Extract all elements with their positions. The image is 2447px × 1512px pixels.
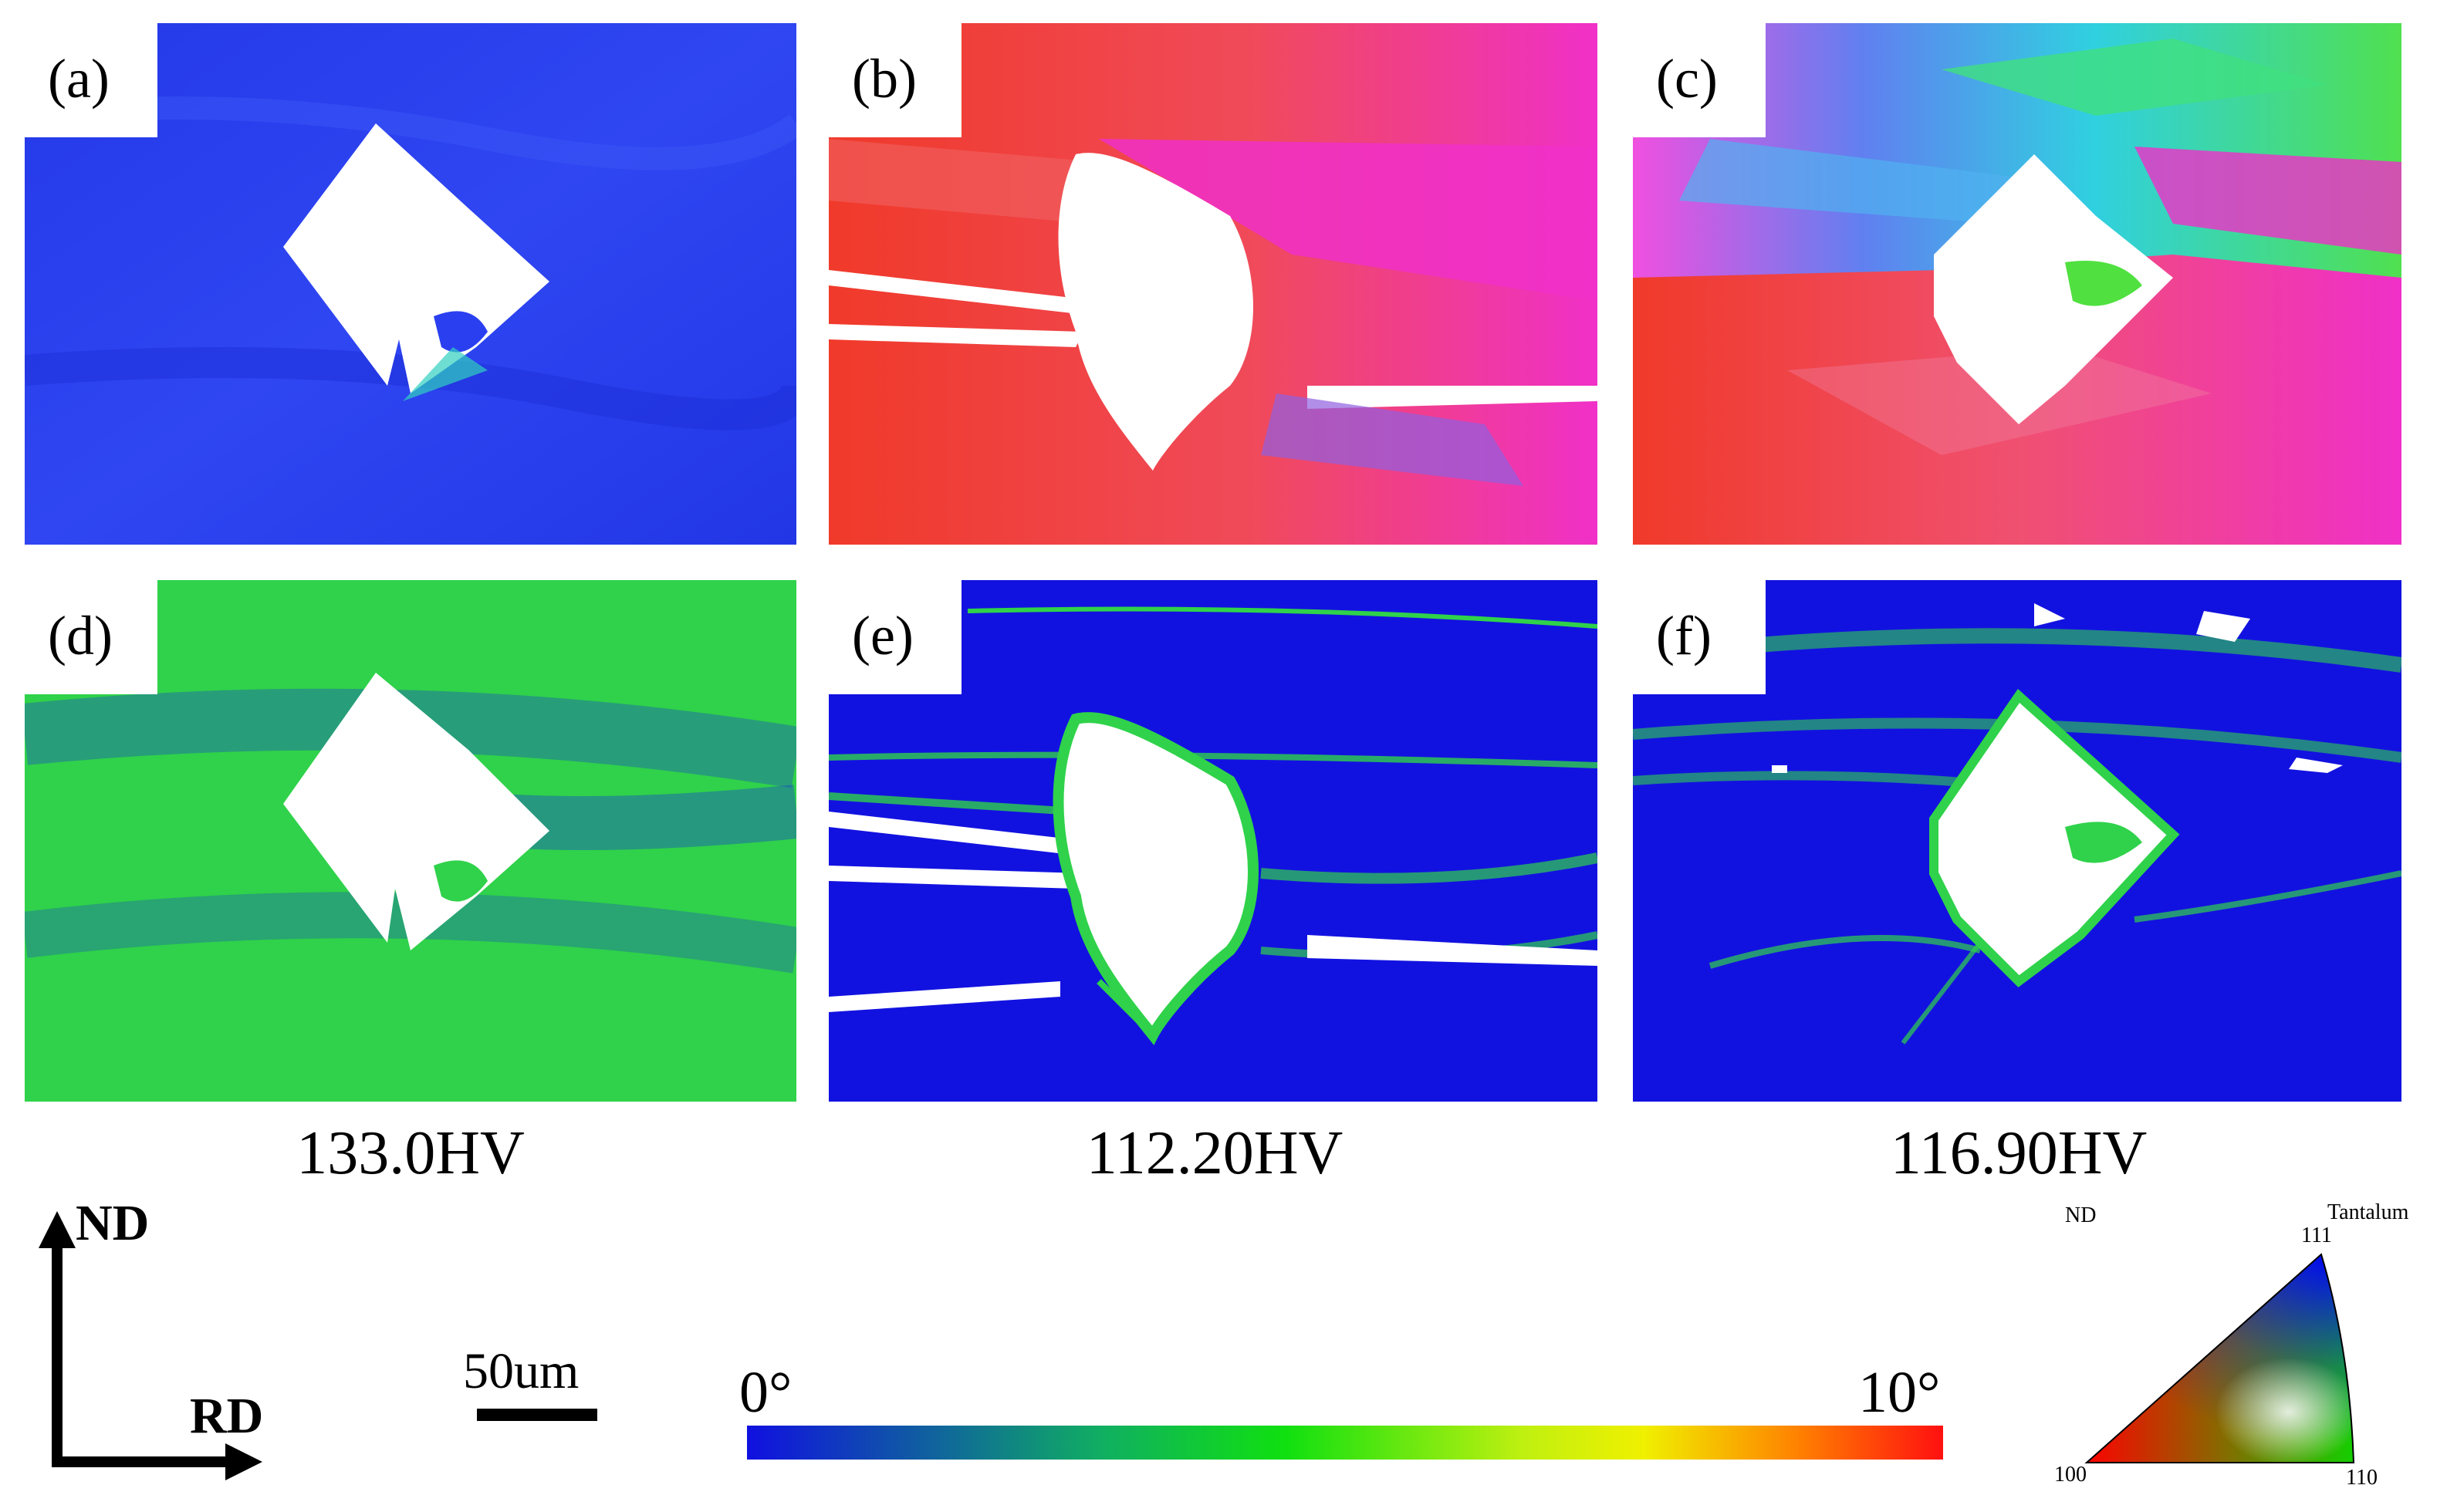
panel-e-kam-map: (e) [829,580,1597,1102]
scale-bar [477,1409,597,1421]
axis-nd-label: ND [76,1195,150,1251]
hardness-label-c: 116.90HV [1890,1119,2148,1187]
panel-b-ipf-map: (b) [829,23,1597,545]
ipf-material-label: Tantalum [2327,1200,2409,1224]
ipf-corner-111: 111 [2301,1223,2332,1247]
panel-label: (b) [829,23,962,137]
panel-label: (e) [829,580,962,694]
ipf-triangle-key [2084,1250,2377,1466]
panel-d-kam-map: (d) [25,580,796,1102]
colorbar [747,1426,1943,1460]
ipf-corner-100: 100 [2054,1463,2087,1487]
panel-a-ipf-map: (a) [25,23,796,545]
panel-f-kam-map: (f) [1633,580,2401,1102]
ipf-corner-110: 110 [2346,1466,2378,1490]
axes-arrows-icon [39,1211,262,1480]
panel-label: (c) [1633,23,1766,137]
hardness-label-b: 112.20HV [1086,1119,1343,1187]
axis-rd-label: RD [190,1388,264,1444]
panel-label: (f) [1633,580,1766,694]
panel-label: (a) [25,23,157,137]
hardness-label-a: 133.0HV [296,1119,525,1187]
colorbar-min-label: 0° [739,1360,793,1425]
scale-bar-label: 50um [463,1343,580,1399]
panel-label: (d) [25,580,157,694]
ipf-direction-label: ND [2065,1203,2097,1227]
colorbar-max-label: 10° [1858,1360,1941,1425]
panel-c-ipf-map: (c) [1633,23,2401,545]
axes-indicator [31,1203,278,1481]
